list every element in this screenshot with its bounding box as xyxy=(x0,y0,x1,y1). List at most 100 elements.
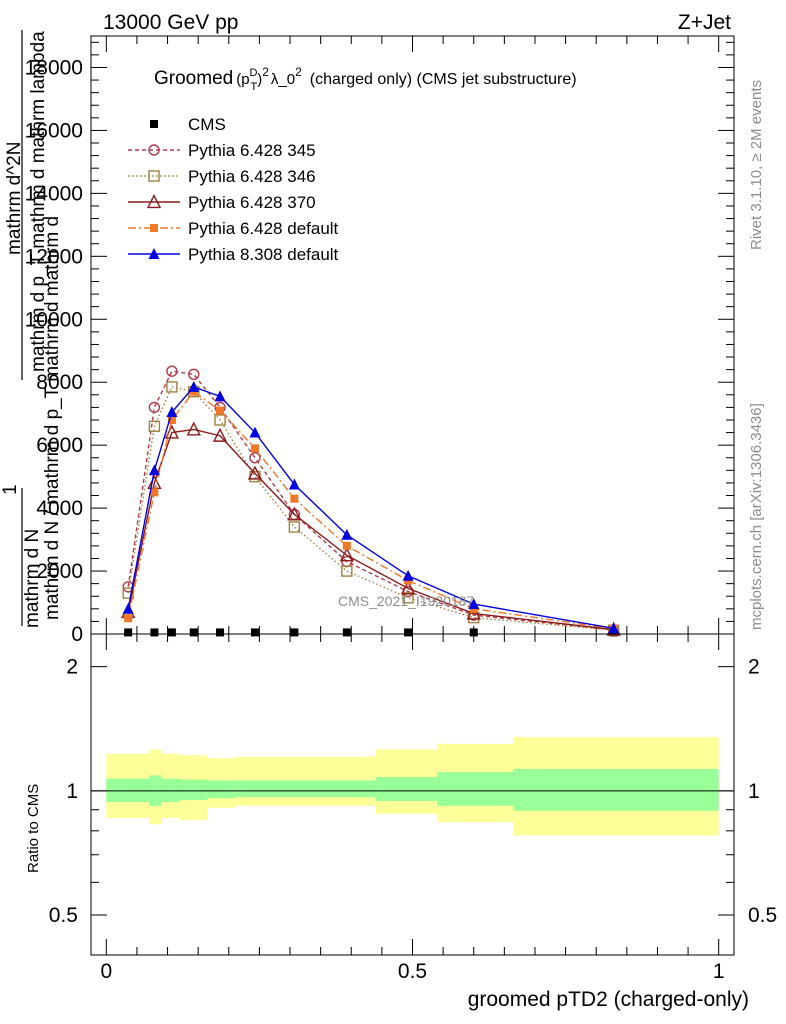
legend-label: CMS xyxy=(188,115,226,134)
data-point-p346 xyxy=(402,592,414,604)
ratio-y-tick-label-right: 1 xyxy=(748,780,760,803)
data-point-p8def xyxy=(249,426,261,438)
data-point-p345 xyxy=(249,452,261,464)
ratio-panel: 0.5 0.5 1 1 2 2 0 0.5 1 xyxy=(49,633,777,983)
process-label: Z+Jet xyxy=(678,11,731,34)
data-point-p370 xyxy=(339,547,354,562)
ratio-frame xyxy=(90,633,735,956)
data-point-p345 xyxy=(188,368,200,381)
data-point-p6def xyxy=(124,614,133,623)
ylabel-line-3: mathrm d N / mathrm d p_T mathrm d mathr… xyxy=(42,216,63,620)
data-point-cms xyxy=(469,628,478,637)
data-point-p346 xyxy=(122,587,134,599)
main-y-tick-label: 16000 xyxy=(25,119,83,142)
ratio-y-label: Ratio to CMS xyxy=(25,784,42,873)
legend-label: Pythia 6.428 345 xyxy=(188,141,316,160)
uncertainty-band-inner xyxy=(436,772,514,806)
data-point-p6def xyxy=(250,444,259,453)
energy-label: 13000 GeV pp xyxy=(103,11,238,34)
main-y-tick-label: 8000 xyxy=(36,371,83,394)
ylabel-line-2: 1 xyxy=(0,484,21,495)
ratio-y-tick-label: 2 xyxy=(66,656,78,679)
data-point-cms xyxy=(124,628,133,637)
data-point-p346 xyxy=(148,420,161,432)
legend-marker-p345 xyxy=(148,144,160,156)
x-axis-label: groomed pTD2 (charged-only) xyxy=(468,988,749,1011)
data-point-cms xyxy=(216,628,225,637)
data-point-p8def xyxy=(188,380,200,392)
main-y-axis-label: mathrm d N 1 mathrm d N / mathrm d p_T m… xyxy=(0,30,63,628)
data-point-p370 xyxy=(247,465,263,480)
legend-marker-p346 xyxy=(148,170,160,182)
main-axis-ticks xyxy=(91,36,734,635)
ylabel-line-1: mathrm d N xyxy=(22,529,43,628)
data-point-p8def xyxy=(166,406,178,418)
chart-title: Groomed (pD T)2 λ_02 (charged only) (CMS jet… xyxy=(154,65,577,93)
legend-marker-p6def xyxy=(150,224,158,232)
ylabel-line-4: mathrm d^2N xyxy=(4,142,25,255)
series-line-p370 xyxy=(127,428,614,631)
data-point-p346 xyxy=(166,381,178,393)
data-point-p370 xyxy=(287,506,302,521)
legend-label: Pythia 6.428 default xyxy=(188,219,339,238)
main-series xyxy=(121,365,621,637)
ratio-y-tick-label: 0.5 xyxy=(49,904,78,927)
main-y-tick-labels: 0 2000 4000 6000 8000 10000 12000 14000 16000 180… xyxy=(25,56,83,646)
analysis-watermark: CMS_2021_I1920187 xyxy=(338,593,474,609)
data-point-p346 xyxy=(288,521,301,533)
data-point-p6def xyxy=(290,494,299,503)
data-point-p370 xyxy=(466,605,481,620)
mcplots-label: mcplots.cern.ch [arXiv:1306.3436] xyxy=(748,403,765,630)
legend-label: Pythia 6.428 346 xyxy=(188,167,316,186)
legend-marker-p8def xyxy=(148,248,160,259)
main-y-tick-label: 2000 xyxy=(36,560,83,583)
data-point-cms xyxy=(250,628,259,637)
data-point-p8def xyxy=(288,478,300,490)
data-point-p8def xyxy=(148,464,160,476)
data-point-p370 xyxy=(164,424,180,439)
series-line-p345 xyxy=(127,370,614,631)
main-y-tick-label: 6000 xyxy=(36,434,83,457)
data-point-cms xyxy=(189,628,198,637)
data-point-p8def xyxy=(608,622,620,634)
legend: CMS Pythia 6.428 345 Pythia 6.428 346 Pythi… xyxy=(128,115,339,264)
data-point-cms xyxy=(290,628,299,637)
x-tick-label: 0.5 xyxy=(398,960,427,983)
data-point-p8def xyxy=(468,598,480,610)
uncertainty-band-inner xyxy=(234,780,376,798)
series-p8def xyxy=(122,380,620,634)
main-y-tick-label: 12000 xyxy=(25,245,83,268)
legend-marker-cms xyxy=(150,120,158,128)
data-point-p8def xyxy=(341,528,353,540)
ratio-bands xyxy=(106,737,719,836)
ratio-axis-ticks: 0.5 0.5 1 1 2 2 0 0.5 1 xyxy=(49,634,777,983)
legend-label: Pythia 8.308 default xyxy=(188,245,339,264)
main-y-tick-label: 4000 xyxy=(36,497,83,520)
x-tick-label: 1 xyxy=(713,960,725,983)
main-y-tick-label: 0 xyxy=(71,623,83,646)
ratio-y-tick-label-right: 2 xyxy=(748,656,760,679)
ratio-y-tick-label-right: 0.5 xyxy=(748,904,777,927)
main-panel: 0 2000 4000 6000 8000 10000 12000 14000 16000 180… xyxy=(25,35,735,646)
data-point-p370 xyxy=(186,421,201,436)
data-point-cms xyxy=(167,628,176,637)
data-point-cms xyxy=(404,628,413,637)
data-point-p8def xyxy=(122,602,134,614)
ylabel-line-5: mathrm d p_T mathrm d mathrm lambda xyxy=(28,31,49,372)
uncertainty-band-inner xyxy=(106,778,150,802)
data-point-p8def xyxy=(214,390,226,402)
uncertainty-band-inner xyxy=(207,780,235,799)
rivet-version-label: Rivet 3.1.10, ≥ 2M events xyxy=(748,80,765,250)
uncertainty-band-inner xyxy=(161,778,180,802)
main-y-tick-label: 18000 xyxy=(25,56,83,79)
data-point-p6def xyxy=(150,488,159,497)
data-point-cms xyxy=(342,628,351,637)
data-point-cms xyxy=(150,628,159,637)
data-point-p345 xyxy=(166,365,178,377)
data-point-p346 xyxy=(341,565,353,577)
data-point-p345 xyxy=(148,401,161,414)
main-y-tick-label: 10000 xyxy=(25,308,83,331)
data-point-p6def xyxy=(216,406,225,415)
data-point-p370 xyxy=(400,580,416,595)
